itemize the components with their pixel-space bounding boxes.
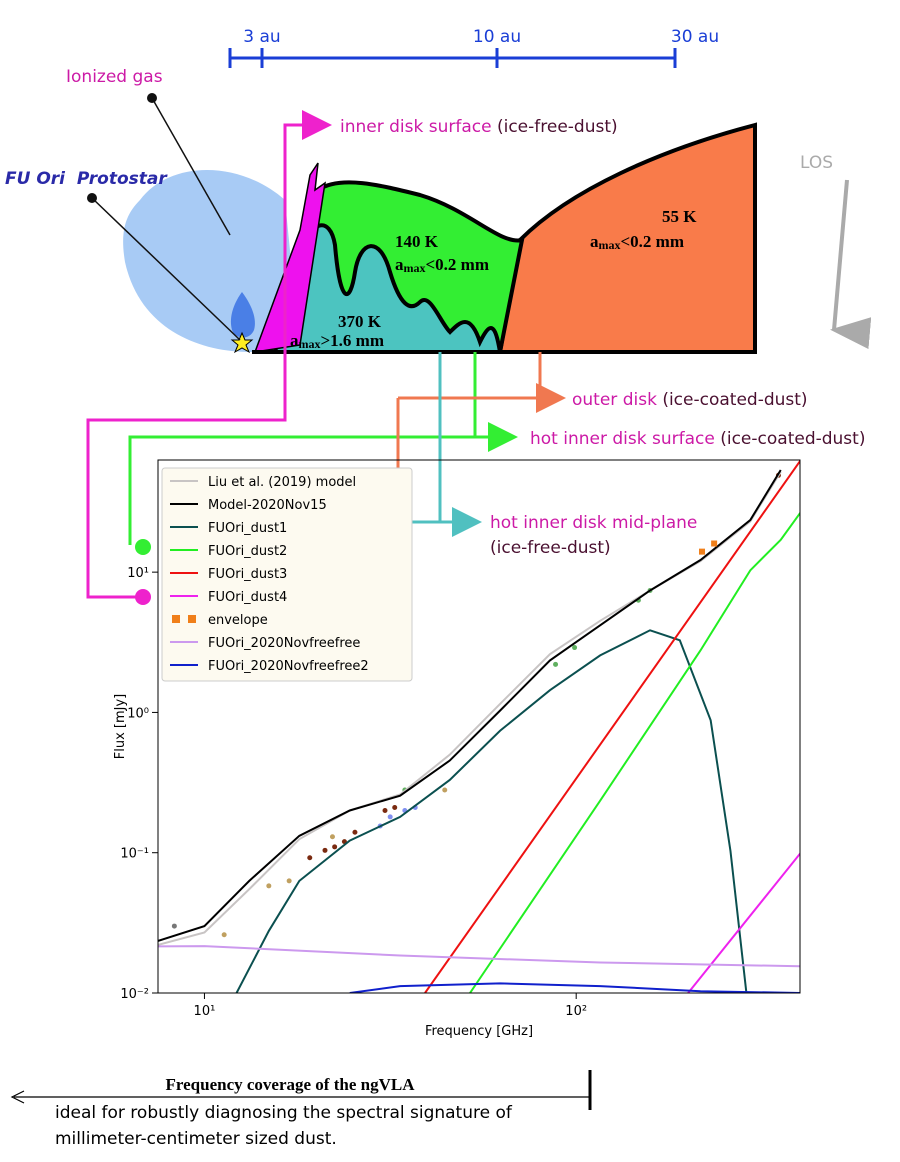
observation [352, 829, 358, 835]
observation [171, 923, 177, 929]
y-tick-label: 10⁻² [120, 987, 149, 1002]
midplane-region [272, 223, 503, 354]
series-line [349, 982, 800, 993]
grain-size: amax>1.6 mm [290, 331, 384, 351]
y-axis-label: Flux [mJy] [113, 694, 128, 760]
series-line [158, 945, 800, 968]
marker [699, 548, 706, 555]
pointer [151, 97, 231, 236]
protostar-label: FU Ori Protostar [5, 169, 168, 189]
los-arrow [830, 179, 872, 350]
scale-label: 3 au [243, 27, 280, 47]
legend-box [161, 467, 413, 682]
temperature: 140 K [395, 232, 439, 251]
series-line [158, 469, 782, 942]
component-label: inner disk surface (ice-free-dust) [340, 117, 618, 137]
component-label: outer disk (ice-coated-dust) [572, 390, 808, 410]
legend-label: FUOri_2020Novfreefree [208, 636, 360, 651]
observation [382, 807, 388, 813]
scale-label: 30 au [671, 27, 719, 47]
observation [266, 883, 272, 889]
scale-label: 10 au [473, 27, 521, 47]
coverage-label: Frequency coverage of the ngVLA [166, 1075, 416, 1094]
series-line [424, 460, 800, 993]
y-tick-label: 10⁰ [127, 706, 149, 721]
los-label: LOS [800, 153, 833, 173]
observation [322, 847, 328, 853]
temperature: 370 K [338, 312, 382, 331]
legend-label: Model-2020Nov15 [208, 498, 327, 513]
jet [230, 292, 255, 338]
legend-label: envelope [208, 613, 268, 628]
legend-label: FUOri_dust1 [208, 521, 287, 536]
observation [332, 844, 338, 850]
component-label: hot inner disk surface (ice-coated-dust) [530, 429, 865, 449]
coverage-arrowhead [10, 1090, 25, 1104]
connector-dot [135, 589, 151, 605]
star [230, 331, 254, 354]
ionized-gas-cloud [123, 170, 300, 352]
grain-size: amax<0.2 mm [395, 255, 489, 275]
footer-line: millimeter-centimeter sized dust. [55, 1129, 337, 1149]
legend-swatch [188, 615, 196, 623]
series-line [469, 511, 800, 993]
y-tick-label: 10⁻¹ [120, 847, 149, 862]
legend-label: FUOri_dust3 [208, 567, 287, 582]
observation [442, 787, 448, 793]
connector-dot [135, 539, 151, 555]
temperature: 55 K [662, 207, 697, 226]
observation [387, 814, 393, 820]
observation [329, 834, 335, 840]
plot-frame [157, 459, 801, 994]
legend-label: FUOri_dust2 [208, 544, 287, 559]
legend-label: FUOri_dust4 [208, 590, 287, 605]
legend-label: Liu et al. (2019) model [208, 475, 356, 490]
ionized-gas-label: Ionized gas [66, 67, 163, 87]
footer-line: ideal for robustly diagnosing the spectr… [55, 1103, 513, 1123]
scale-bar [228, 48, 677, 68]
chart: 10¹ 10² 10⁻² 10⁻¹ 10⁰ 10¹ Frequency [GHz] Flux … [113, 460, 800, 1039]
marker [711, 540, 718, 547]
series-line [235, 629, 748, 993]
outer-disk [497, 122, 757, 354]
observation [286, 878, 292, 884]
x-tick-label: 10¹ [194, 1004, 216, 1019]
observation [572, 645, 578, 651]
component-label: hot inner disk mid-plane [490, 513, 697, 533]
component-label: (ice-free-dust) [490, 538, 611, 558]
plot-area [158, 460, 800, 993]
series-line [687, 852, 800, 993]
observation [553, 661, 559, 667]
observation [392, 805, 398, 811]
x-tick-label: 10² [565, 1004, 587, 1019]
observation [221, 932, 227, 938]
pointer [91, 197, 241, 341]
x-axis-label: Frequency [GHz] [425, 1024, 533, 1039]
inner-rim [253, 162, 327, 353]
y-tick-label: 10¹ [127, 566, 149, 581]
legend-label: FUOri_2020Novfreefree2 [208, 659, 369, 674]
observation [307, 855, 313, 861]
grain-size: amax<0.2 mm [590, 232, 684, 252]
legend-swatch [172, 615, 180, 623]
